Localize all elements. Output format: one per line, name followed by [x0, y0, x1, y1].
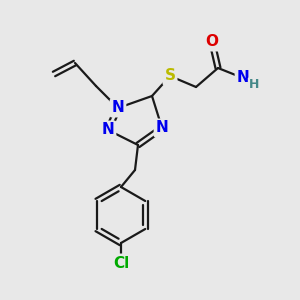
Text: S: S	[164, 68, 175, 83]
Text: Cl: Cl	[113, 256, 129, 271]
Text: N: N	[112, 100, 124, 116]
Text: N: N	[102, 122, 114, 137]
Text: N: N	[237, 70, 249, 86]
Text: H: H	[249, 79, 259, 92]
Text: O: O	[206, 34, 218, 50]
Text: N: N	[156, 121, 168, 136]
